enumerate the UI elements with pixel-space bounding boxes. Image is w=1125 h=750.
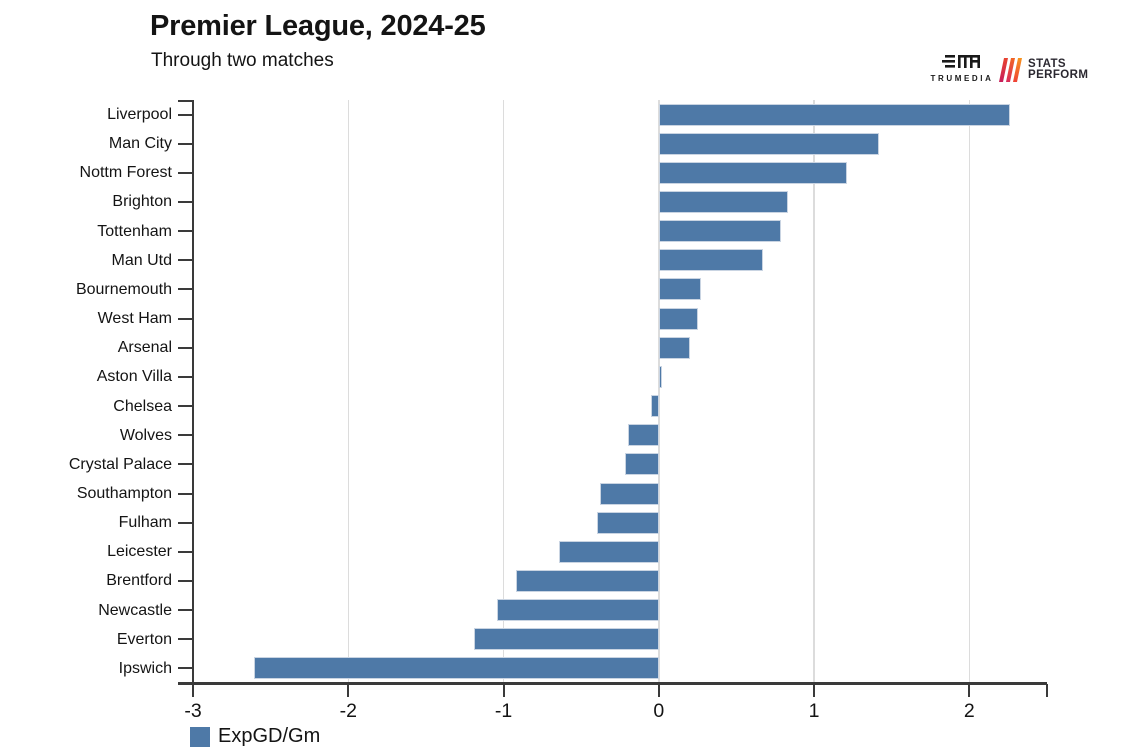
y-label-bournemouth: Bournemouth [75,280,172,298]
x-tick-2.5 [1046,684,1048,697]
chart-title: Premier League, 2024-25 [150,10,486,42]
statsperform-line1: STATS [1028,57,1066,70]
y-tick-brentford [178,579,193,582]
x-tick-label-0: 0 [653,700,665,722]
bar-ipswich [253,657,659,680]
y-tick-everton [178,638,193,641]
x-tick--1 [502,684,505,697]
gridline-x-2 [968,100,971,682]
statsperform-icon [999,58,1022,82]
x-tick-0 [657,684,660,697]
bar-chelsea [651,395,659,418]
y-label-everton: Everton [116,630,172,648]
y-tick-brighton [178,201,193,204]
bar-wolves [627,424,659,447]
y-label-newcastle: Newcastle [98,601,172,619]
gridline-x-1 [813,100,815,682]
statsperform-wordmark: STATS PERFORM [1028,57,1089,82]
gridline-x--1 [502,100,505,682]
y-label-ipswich: Ipswich [118,659,172,677]
gridline-x--2 [347,100,350,682]
bar-arsenal [658,336,690,359]
y-tick-aston-villa [178,375,193,378]
y-tick-southampton [178,492,193,495]
y-label-tottenham: Tottenham [97,222,172,240]
y-tick-leicester [178,550,193,553]
y-tick-crystal-palace [178,463,193,466]
legend-label: ExpGD/Gm [218,725,321,747]
legend-swatch [190,726,210,747]
trumedia-logo: TRUMEDIA [926,52,998,83]
bar-fulham [596,511,659,534]
y-label-southampton: Southampton [76,484,172,502]
bar-nottm-forest [658,161,847,184]
y-axis-line [192,100,194,697]
legend: ExpGD/Gm [190,725,320,748]
y-label-man-utd: Man Utd [111,251,172,269]
y-tick-wolves [178,434,193,437]
y-label-aston-villa: Aston Villa [96,368,172,386]
bar-man-utd [658,249,763,272]
y-label-nottm-forest: Nottm Forest [79,164,172,182]
x-tick-label--2: -2 [339,700,357,722]
y-tick-chelsea [178,405,193,408]
y-label-west-ham: West Ham [97,310,172,328]
bar-tottenham [658,220,782,243]
bar-liverpool [658,103,1010,126]
chart-subtitle: Through two matches [151,50,334,71]
y-label-crystal-palace: Crystal Palace [68,455,172,473]
y-label-wolves: Wolves [119,426,172,444]
y-label-arsenal: Arsenal [117,339,172,357]
x-axis-line [178,682,1047,685]
bar-leicester [559,540,659,563]
y-tick-nottm-forest [178,171,193,174]
x-tick-1 [813,684,816,697]
x-tick-label--3: -3 [184,700,202,722]
x-tick-label--1: -1 [494,700,513,722]
statsperform-logo: STATS PERFORM [999,56,1088,84]
bar-brentford [515,569,659,592]
x-tick-label-2: 2 [963,700,975,722]
y-label-leicester: Leicester [107,543,172,561]
y-tick-bournemouth [178,288,193,291]
gridline-x-0 [658,100,660,682]
trumedia-icon [942,55,980,68]
bar-aston-villa [658,365,662,388]
x-tick-label-1: 1 [808,700,820,722]
y-label-brighton: Brighton [112,193,172,211]
y-label-liverpool: Liverpool [107,106,172,123]
bar-newcastle [497,599,659,622]
y-tick-liverpool [178,113,193,116]
y-tick-man-utd [178,259,193,262]
y-tick-west-ham [178,317,193,320]
y-label-chelsea: Chelsea [113,397,172,415]
y-tick-arsenal [178,346,193,349]
bar-southampton [599,482,659,505]
bar-brighton [658,191,788,214]
statsperform-line2: PERFORM [1028,69,1089,81]
bar-man-city [658,132,880,155]
y-tick-fulham [178,521,193,524]
x-tick--3 [192,684,194,697]
x-tick-2 [968,684,971,697]
y-tick-top-end [178,100,193,102]
y-label-brentford: Brentford [106,572,172,590]
x-tick--2 [347,684,350,697]
y-label-man-city: Man City [108,135,172,153]
y-label-fulham: Fulham [118,514,172,532]
y-tick-ipswich [178,667,193,670]
bar-everton [474,628,659,651]
trumedia-wordmark: TRUMEDIA [930,74,994,83]
y-tick-tottenham [178,230,193,233]
y-tick-newcastle [178,609,193,612]
plot-area: Liverpool Man City Nottm Forest Brighton Tot… [69,100,1048,722]
bar-west-ham [658,307,698,330]
y-tick-man-city [178,142,193,145]
bar-bournemouth [658,278,701,301]
bar-crystal-palace [624,453,659,476]
